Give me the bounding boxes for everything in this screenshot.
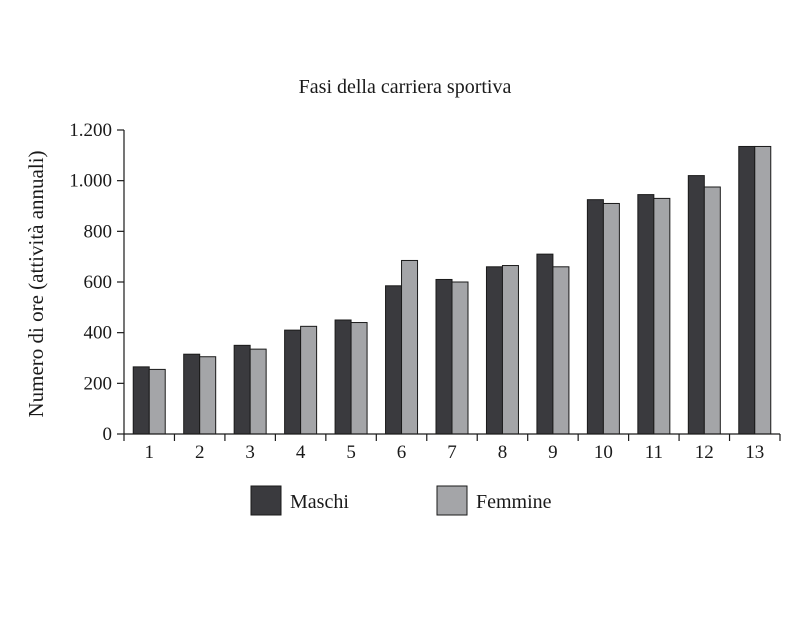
x-tick-label: 3 bbox=[245, 442, 255, 463]
bar-maschi-12 bbox=[687, 175, 705, 435]
bar-femmine-6 bbox=[401, 259, 419, 435]
x-tick-label: 13 bbox=[745, 442, 764, 463]
y-tick-label: 200 bbox=[84, 373, 113, 394]
bar-maschi-1 bbox=[132, 366, 150, 435]
bar-maschi-7 bbox=[435, 278, 453, 435]
bar-femmine-9 bbox=[552, 266, 570, 435]
legend-swatch-femmine bbox=[436, 485, 468, 516]
x-tick-label: 7 bbox=[447, 442, 457, 463]
bar-maschi-4 bbox=[284, 329, 302, 435]
bar-maschi-10 bbox=[586, 199, 604, 435]
bar-femmine-7 bbox=[451, 281, 469, 435]
bar-maschi-3 bbox=[233, 344, 251, 435]
legend: Maschi Femmine bbox=[250, 485, 552, 516]
x-tick-label: 5 bbox=[346, 442, 356, 463]
x-tick-label: 6 bbox=[397, 442, 407, 463]
bar-maschi-9 bbox=[536, 253, 554, 435]
bar-maschi-13 bbox=[738, 145, 756, 435]
bar-maschi-2 bbox=[183, 353, 201, 435]
x-tick-label: 2 bbox=[195, 442, 205, 463]
bar-femmine-4 bbox=[300, 325, 318, 435]
bar-femmine-12 bbox=[703, 186, 721, 435]
bar-maschi-8 bbox=[485, 266, 503, 435]
legend-swatch-maschi bbox=[250, 485, 282, 516]
y-tick-label: 1.000 bbox=[69, 171, 112, 192]
bar-femmine-8 bbox=[501, 265, 519, 435]
bar-maschi-11 bbox=[637, 194, 655, 435]
y-tick-label: 1.200 bbox=[69, 120, 112, 141]
legend-label-maschi: Maschi bbox=[290, 491, 349, 513]
y-tick-label: 0 bbox=[103, 424, 113, 445]
y-tick-label: 400 bbox=[84, 323, 113, 344]
x-tick-label: 12 bbox=[695, 442, 714, 463]
x-tick-label: 10 bbox=[594, 442, 613, 463]
bar-femmine-2 bbox=[199, 356, 217, 435]
y-tick-label: 600 bbox=[84, 272, 113, 293]
bar-maschi-5 bbox=[334, 319, 352, 435]
x-tick-label: 1 bbox=[144, 442, 154, 463]
y-axis: 0 200 400 600 800 1.000 1.200 bbox=[69, 120, 124, 445]
x-tick-label: 9 bbox=[548, 442, 558, 463]
bar-femmine-11 bbox=[653, 197, 671, 435]
legend-label-femmine: Femmine bbox=[476, 491, 552, 513]
bar-femmine-10 bbox=[602, 202, 620, 435]
bars bbox=[132, 145, 772, 435]
chart-title: Fasi della carriera sportiva bbox=[299, 76, 512, 98]
bar-femmine-13 bbox=[754, 145, 772, 435]
bar-femmine-5 bbox=[350, 322, 368, 435]
y-tick-label: 800 bbox=[84, 221, 113, 242]
y-axis-label: Numero di ore (attività annuali) bbox=[24, 150, 48, 417]
bar-maschi-6 bbox=[385, 285, 403, 435]
x-tick-label: 11 bbox=[645, 442, 663, 463]
x-tick-label: 8 bbox=[498, 442, 508, 463]
bar-femmine-3 bbox=[249, 348, 267, 435]
bar-femmine-1 bbox=[148, 368, 166, 435]
x-axis: 1 2 3 4 5 6 7 8 9 10 11 12 13 bbox=[123, 434, 781, 463]
x-tick-label: 4 bbox=[296, 442, 306, 463]
